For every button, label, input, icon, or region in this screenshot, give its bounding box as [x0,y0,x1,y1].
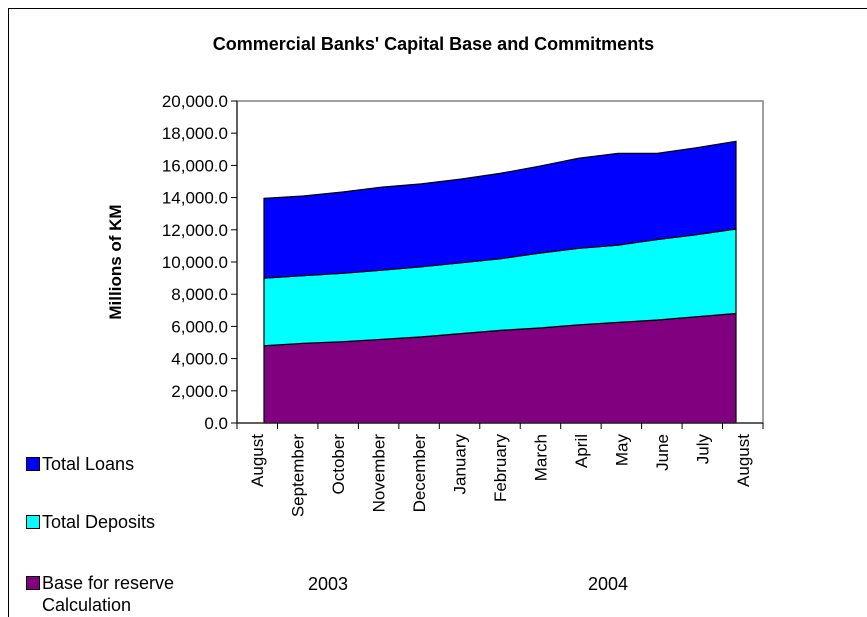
x-tick-label: April [572,434,591,468]
year-label-2004: 2004 [588,574,629,594]
y-tick-label: 18,000.0 [162,124,228,143]
legend-swatch-base [26,576,40,590]
x-tick-label: June [653,434,672,471]
legend-label-base-line2: Calculation [42,595,132,615]
x-tick-label: September [289,434,308,517]
y-axis-label: Millions of KM [106,204,125,319]
legend-label-deposits: Total Deposits [42,512,156,532]
y-tick-label: 10,000.0 [162,253,228,272]
y-tick-label: 20,000.0 [162,92,228,111]
x-tick-label: May [612,434,631,467]
x-tick-label: October [329,434,348,495]
area-series-total-loans [263,140,737,279]
y-tick-label: 2,000.0 [171,382,228,401]
x-tick-label: February [491,434,510,503]
y-tick-label: 16,000.0 [162,156,228,175]
legend-label-base-line1: Base for reserve [42,573,175,593]
y-tick-label: 8,000.0 [171,285,228,304]
legend-label-base: Base for reserve Calculation [42,572,174,616]
legend-swatch-loans [26,457,40,471]
x-tick-label: January [451,434,470,495]
x-tick-label: August [734,434,753,487]
chart-title: Commercial Banks' Capital Base and Commi… [212,34,655,54]
y-tick-label: 12,000.0 [162,221,228,240]
x-tick-label: November [370,434,389,513]
x-tick-label: December [410,434,429,513]
year-label-2003: 2003 [308,574,349,594]
x-tick-label: August [248,434,267,487]
y-tick-label: 4,000.0 [171,350,228,369]
x-tick-label: March [532,434,551,481]
x-tick-label: July [693,434,712,465]
legend-swatch-deposits [26,515,40,529]
legend-label-loans: Total Loans [42,454,135,474]
y-tick-label: 6,000.0 [171,317,228,336]
y-tick-label: 0.0 [204,414,228,433]
chart-frame [8,8,867,617]
y-tick-label: 14,000.0 [162,189,228,208]
